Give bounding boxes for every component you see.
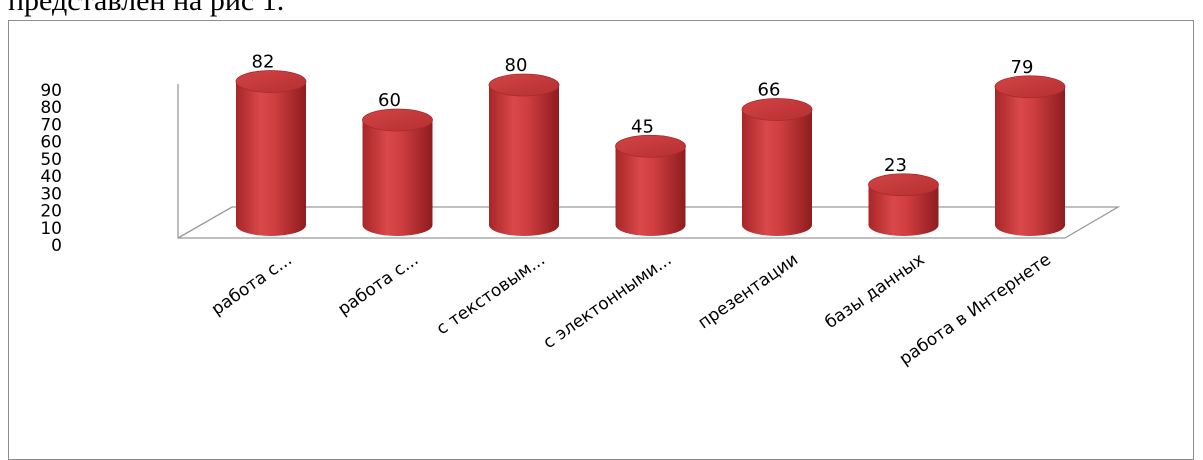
y-tick-label: 20 [40, 202, 62, 222]
bar [994, 75, 1066, 236]
bar-body [995, 86, 1065, 236]
y-tick-label: 10 [40, 219, 62, 239]
bar-body [742, 109, 812, 236]
x-category-label: презентации [695, 250, 802, 333]
y-tick-label: 80 [40, 98, 62, 118]
bar-body [236, 81, 306, 236]
data-label: 23 [884, 155, 907, 176]
category-labels: работа с... работа с... с текстовым...с эл… [208, 250, 1055, 370]
bars [235, 70, 1066, 236]
y-tick-label: 0 [51, 236, 62, 256]
x-category-label: с электонными... [540, 250, 676, 353]
bar-cap [868, 173, 939, 197]
bar-body [615, 146, 686, 236]
bar [235, 70, 307, 236]
bar-body [362, 120, 433, 236]
data-label: 66 [758, 80, 781, 101]
bar-cap [488, 73, 560, 97]
y-tick-label: 90 [40, 81, 62, 101]
bar-cap [994, 75, 1066, 99]
bar-body [868, 184, 939, 236]
y-tick-label: 40 [40, 167, 62, 187]
axis-layer [177, 84, 1121, 239]
data-label: 45 [631, 116, 654, 137]
bar-cap [235, 70, 307, 93]
bar [868, 173, 939, 236]
chart-floor [177, 84, 1121, 239]
y-tick-label: 50 [40, 150, 62, 170]
data-label: 79 [1011, 57, 1034, 78]
data-label: 80 [505, 55, 528, 76]
bar [488, 73, 560, 236]
bar [741, 98, 813, 236]
bar-cap [615, 134, 686, 158]
intro-text: представлен на рис 1. [8, 0, 285, 17]
x-category-label: с текстовым... [433, 250, 549, 340]
bar-cap [362, 108, 433, 132]
y-tick-label: 70 [40, 115, 62, 135]
y-tick-label: 60 [40, 133, 62, 153]
x-category-label: работа с... [208, 250, 296, 320]
bar-cap [741, 98, 813, 121]
bar [362, 108, 433, 236]
y-tick-label: 30 [40, 184, 62, 204]
x-category-label: базы данных [821, 250, 928, 333]
bar-body [489, 85, 559, 236]
data-label: 60 [378, 90, 401, 111]
data-label: 82 [252, 52, 275, 73]
bar [615, 134, 686, 236]
x-category-label: работа с... [334, 250, 422, 320]
data-labels: 82 60 80 45 66 23 79 [252, 52, 1034, 176]
